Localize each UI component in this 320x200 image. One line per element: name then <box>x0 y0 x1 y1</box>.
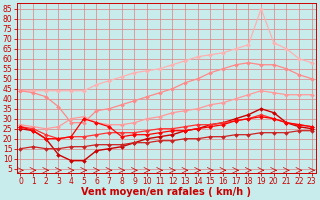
X-axis label: Vent moyen/en rafales ( km/h ): Vent moyen/en rafales ( km/h ) <box>81 187 251 197</box>
